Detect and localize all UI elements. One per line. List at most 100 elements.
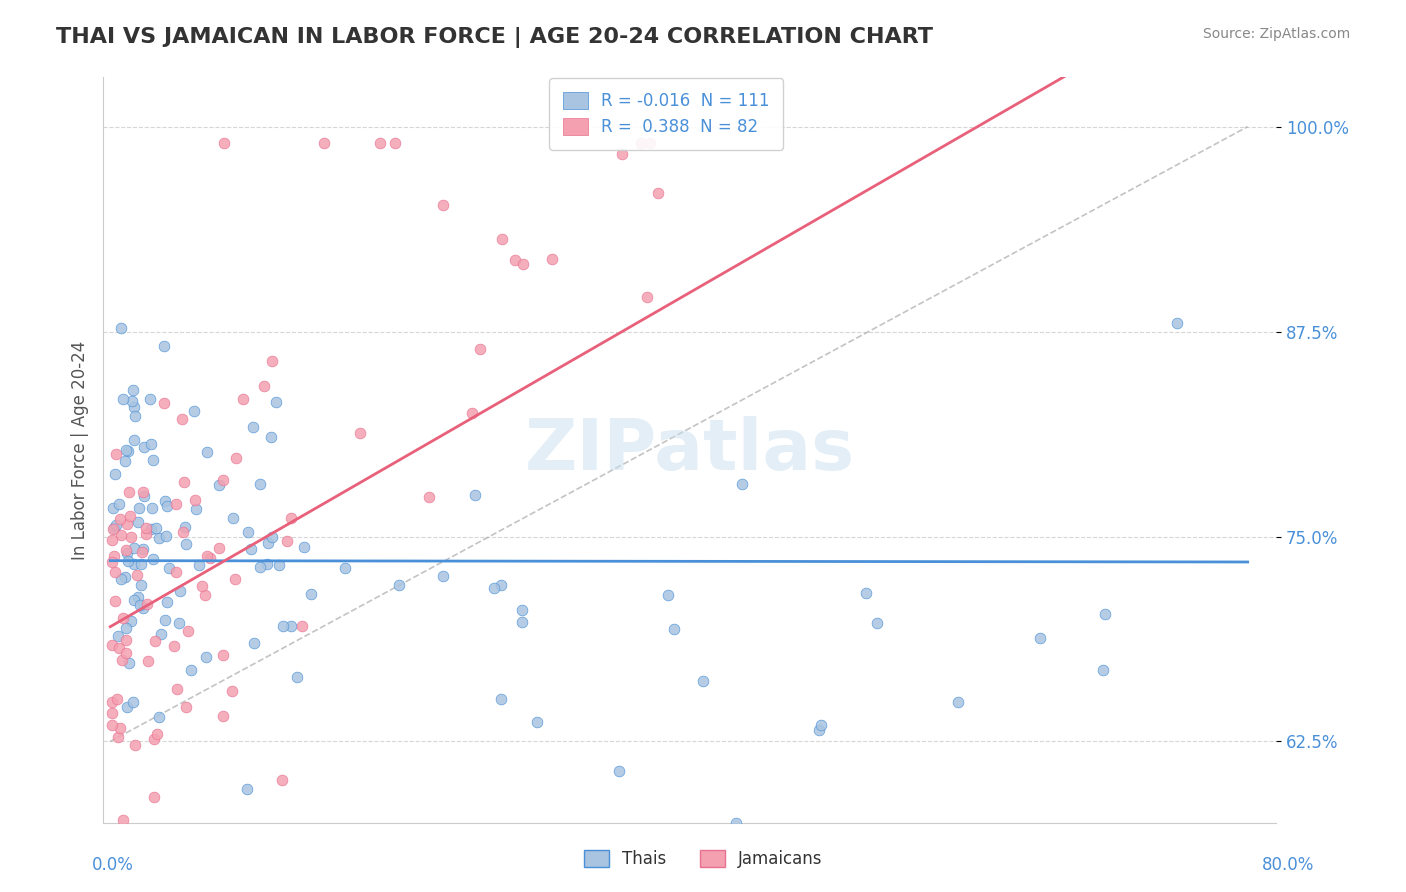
Point	[208, 541, 231, 556]
Point	[103, 549, 125, 563]
Point	[111, 392, 134, 406]
Point	[948, 695, 970, 709]
Point	[638, 136, 661, 150]
Point	[468, 342, 491, 356]
Point	[141, 500, 163, 515]
Point	[139, 437, 162, 451]
Point	[115, 443, 138, 458]
Point	[256, 557, 278, 571]
Point	[188, 558, 211, 573]
Point	[461, 406, 484, 420]
Point	[145, 521, 167, 535]
Point	[221, 684, 243, 698]
Point	[432, 569, 454, 583]
Point	[232, 392, 254, 406]
Point	[280, 619, 302, 633]
Text: THAI VS JAMAICAN IN LABOR FORCE | AGE 20-24 CORRELATION CHART: THAI VS JAMAICAN IN LABOR FORCE | AGE 20…	[56, 27, 934, 48]
Point	[489, 578, 512, 592]
Point	[636, 290, 658, 304]
Point	[122, 383, 145, 397]
Point	[122, 433, 145, 447]
Point	[124, 557, 146, 571]
Point	[180, 663, 202, 677]
Point	[104, 467, 127, 481]
Point	[312, 136, 335, 150]
Point	[114, 621, 136, 635]
Point	[657, 589, 679, 603]
Point	[143, 634, 166, 648]
Point	[122, 593, 145, 607]
Point	[243, 636, 266, 650]
Text: Source: ZipAtlas.com: Source: ZipAtlas.com	[1202, 27, 1350, 41]
Point	[239, 541, 262, 556]
Point	[236, 524, 259, 539]
Point	[647, 186, 669, 200]
Point	[165, 566, 187, 580]
Point	[118, 485, 141, 500]
Point	[148, 710, 170, 724]
Point	[212, 648, 235, 662]
Point	[131, 600, 153, 615]
Point	[249, 560, 271, 574]
Point	[184, 502, 207, 516]
Y-axis label: In Labor Force | Age 20-24: In Labor Force | Age 20-24	[72, 341, 89, 560]
Point	[174, 520, 197, 534]
Point	[129, 558, 152, 572]
Point	[418, 490, 440, 504]
Point	[195, 549, 218, 564]
Point	[165, 497, 187, 511]
Point	[260, 354, 283, 368]
Point	[115, 546, 138, 560]
Point	[249, 476, 271, 491]
Point	[115, 700, 138, 714]
Point	[104, 593, 127, 607]
Point	[212, 136, 235, 150]
Point	[110, 320, 132, 334]
Point	[169, 583, 191, 598]
Point	[855, 586, 877, 600]
Point	[124, 541, 146, 555]
Point	[292, 541, 315, 555]
Point	[124, 409, 146, 423]
Point	[101, 501, 124, 516]
Point	[1094, 607, 1116, 621]
Point	[253, 379, 276, 393]
Point	[156, 499, 179, 513]
Point	[122, 695, 145, 709]
Point	[107, 731, 129, 745]
Point	[257, 536, 280, 550]
Point	[491, 232, 513, 246]
Point	[208, 478, 231, 492]
Point	[135, 597, 157, 611]
Point	[183, 404, 205, 418]
Point	[810, 718, 832, 732]
Point	[163, 639, 186, 653]
Point	[980, 841, 1002, 855]
Point	[225, 450, 247, 465]
Point	[100, 533, 122, 547]
Point	[1029, 631, 1052, 645]
Point	[150, 626, 173, 640]
Point	[107, 629, 129, 643]
Point	[211, 708, 233, 723]
Point	[153, 339, 176, 353]
Point	[115, 646, 138, 660]
Point	[142, 552, 165, 566]
Point	[510, 615, 533, 630]
Point	[271, 773, 294, 788]
Point	[276, 534, 298, 549]
Point	[142, 453, 165, 467]
Point	[146, 726, 169, 740]
Point	[155, 528, 177, 542]
Point	[503, 252, 526, 267]
Point	[388, 578, 411, 592]
Point	[260, 430, 283, 444]
Point	[384, 136, 406, 150]
Point	[121, 614, 143, 628]
Legend: R = -0.016  N = 111, R =  0.388  N = 82: R = -0.016 N = 111, R = 0.388 N = 82	[550, 78, 783, 150]
Point	[148, 532, 170, 546]
Point	[432, 197, 454, 211]
Point	[194, 588, 217, 602]
Point	[138, 392, 160, 406]
Point	[724, 816, 747, 830]
